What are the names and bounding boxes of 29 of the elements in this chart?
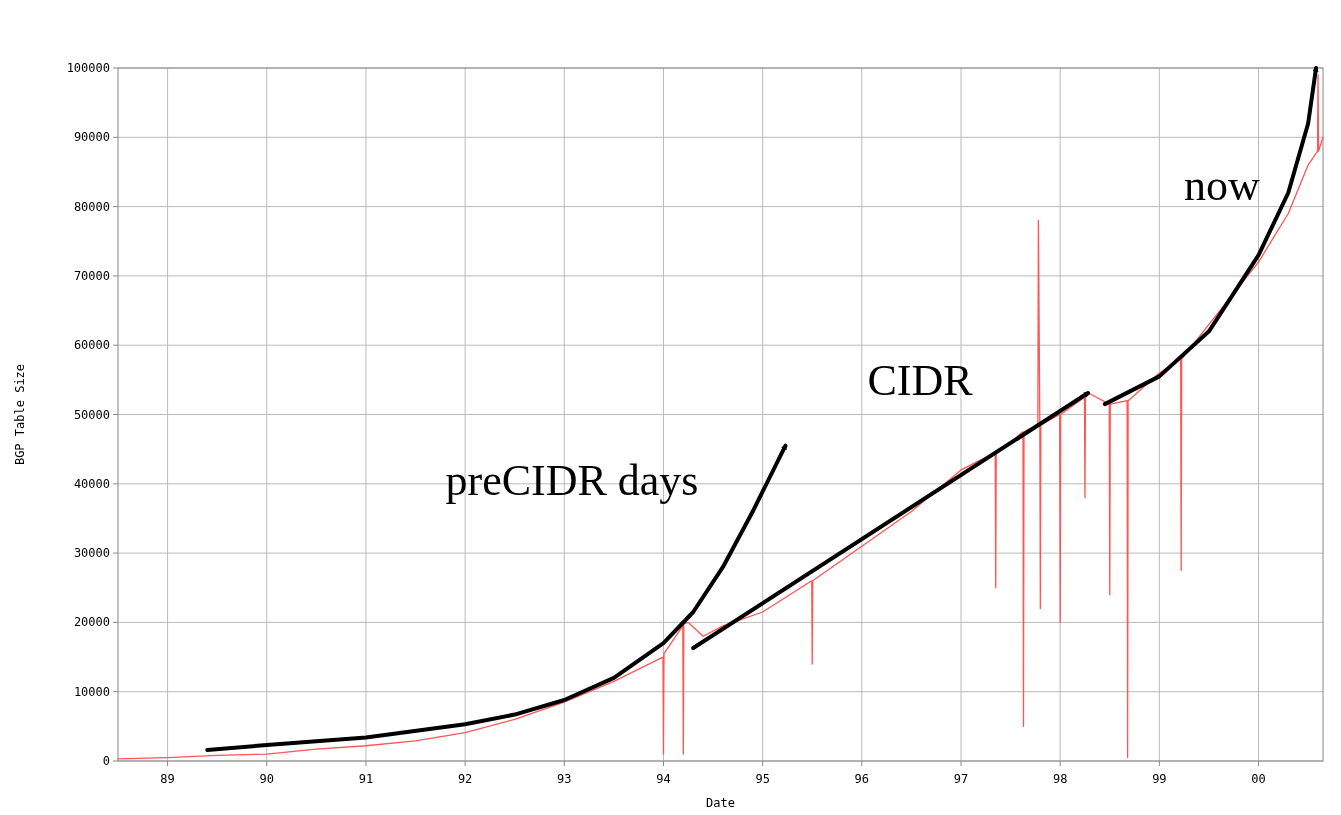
annotation: now [1184,161,1261,210]
y-tick-label: 40000 [73,476,110,491]
x-tick-label: 97 [953,772,969,786]
y-tick-label: 70000 [73,268,110,283]
y-tick-label: 0 [102,754,110,768]
y-tick-label: 90000 [73,130,110,145]
x-tick-label: 90 [259,772,274,786]
y-tick-label: 20000 [73,615,110,630]
x-axis-title: Date [706,796,735,810]
x-tick-label: 89 [160,772,175,786]
y-tick-label: 80000 [73,199,110,214]
x-tick-label: 95 [755,772,770,786]
x-tick-label: 92 [457,772,473,786]
x-tick-label: 96 [854,772,870,786]
x-tick-label: 93 [557,772,572,786]
y-axis-title: BGP Table Size [13,363,27,466]
y-tick-label: 10000 [73,684,110,699]
y-tick-label: 60000 [73,338,110,353]
y-tick-label: 100000 [66,61,110,75]
annotation: CIDR [867,356,974,405]
y-tick-label: 50000 [73,407,110,422]
x-tick-label: 00 [1251,772,1266,786]
line-series [117,74,1324,760]
x-tick-label: 94 [656,772,671,786]
x-tick-label: 91 [358,772,374,786]
annotation: preCIDR days [445,456,699,505]
y-tick-label: 30000 [73,546,110,561]
x-tick-label: 99 [1152,772,1167,786]
x-tick-label: 98 [1052,772,1068,786]
